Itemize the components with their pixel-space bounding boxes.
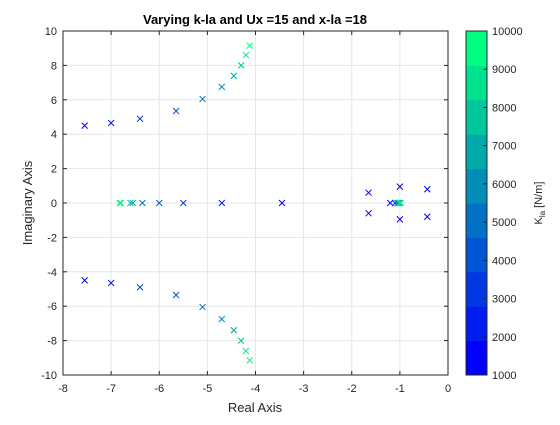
pole-marker: [395, 199, 403, 207]
colorbar-tick-label: 5000: [492, 217, 516, 229]
pole-marker: [136, 283, 144, 291]
y-tick-label: 10: [45, 26, 57, 38]
y-tick-label: -8: [47, 336, 57, 348]
pole-marker: [237, 62, 245, 69]
pole-marker: [396, 215, 404, 223]
pole-marker: [218, 199, 226, 207]
x-tick-label: -2: [347, 383, 357, 395]
y-tick-label: 0: [51, 198, 57, 210]
colorbar-segment: [466, 306, 487, 342]
pole-marker: [365, 189, 372, 197]
colorbar-segment: [466, 271, 487, 307]
y-tick-label: 6: [51, 95, 57, 107]
colorbar-segment: [466, 340, 487, 376]
pole-marker: [237, 337, 245, 344]
colorbar-segment: [466, 237, 487, 273]
pole-marker: [386, 199, 394, 207]
x-tick-label: -4: [251, 383, 261, 395]
y-tick-label: -10: [41, 370, 57, 382]
colorbar-tick-label: 10000: [492, 26, 523, 38]
pole-marker: [107, 279, 115, 287]
pole-marker: [136, 115, 144, 123]
pole-marker: [396, 199, 404, 207]
pole-marker: [117, 199, 125, 207]
data-points: [81, 42, 431, 364]
pole-marker: [155, 199, 163, 207]
x-tick-label: 0: [445, 383, 451, 395]
pole-marker: [230, 326, 238, 334]
pole-marker: [139, 199, 146, 207]
pole-marker: [397, 199, 405, 207]
y-tick-label: 8: [51, 60, 57, 72]
x-tick-label: -8: [58, 383, 68, 395]
colorbar-label-sub: la: [538, 210, 547, 217]
pole-marker: [278, 199, 286, 207]
pole-marker: [218, 315, 226, 323]
x-tick-label: -6: [154, 383, 164, 395]
colorbar-segment: [466, 99, 487, 135]
pole-marker: [365, 209, 372, 217]
pole-marker: [230, 72, 238, 80]
y-tick-label: -6: [47, 301, 57, 313]
colorbar-tick-label: 8000: [492, 102, 516, 114]
pole-marker: [218, 83, 226, 91]
pole-marker: [107, 119, 115, 127]
colorbar: [466, 31, 487, 376]
colorbar-ticks: 1000 2000 3000 4000 5000 6000 7000 8000 9000 1000…: [483, 26, 523, 382]
colorbar-tick-label: 6000: [492, 179, 516, 191]
colorbar-border: [465, 30, 488, 376]
pole-marker: [81, 277, 89, 284]
colorbar-tick-label: 2000: [492, 332, 516, 344]
y-tick-label: 4: [51, 129, 57, 141]
pole-marker: [129, 199, 137, 207]
colorbar-segment: [466, 31, 487, 66]
x-tick-label: -1: [395, 383, 405, 395]
chart-title: Varying k-la and Ux =15 and x-la =18: [143, 12, 367, 27]
pole-marker: [246, 42, 254, 49]
x-tick-label: -5: [202, 383, 212, 395]
pole-marker: [423, 213, 431, 221]
y-tick-label: 2: [51, 164, 57, 176]
pole-marker: [199, 95, 206, 103]
pole-marker: [172, 107, 180, 115]
pole-marker: [81, 122, 89, 129]
colorbar-tick-label: 4000: [492, 255, 516, 267]
colorbar-segment: [466, 203, 487, 238]
pole-marker: [242, 347, 250, 355]
pole-marker: [127, 199, 134, 207]
colorbar-label-main: K: [533, 216, 545, 224]
x-tick-label: -3: [299, 383, 309, 395]
pole-marker: [396, 183, 404, 191]
pole-marker: [179, 199, 187, 207]
y-axis-label: Imaginary Axis: [20, 160, 35, 245]
colorbar-tick-label: 3000: [492, 294, 516, 306]
colorbar-tick-label: 1000: [492, 370, 516, 382]
y-tick-label: -2: [47, 232, 57, 244]
y-tick-label: -4: [47, 267, 57, 279]
pole-marker: [172, 291, 180, 299]
pole-marker: [116, 199, 124, 207]
pole-marker: [199, 303, 206, 311]
pole-marker: [242, 51, 250, 59]
x-axis-label: Real Axis: [228, 400, 283, 415]
colorbar-segment: [466, 65, 487, 101]
pole-marker: [246, 357, 254, 364]
colorbar-segment: [466, 134, 487, 170]
pole-marker: [423, 185, 431, 193]
colorbar-tick-label: 7000: [492, 141, 516, 153]
colorbar-label-unit: [N/m]: [533, 182, 545, 211]
x-tick-label: -7: [106, 383, 116, 395]
colorbar-label: Kla [N/m]: [533, 182, 547, 225]
colorbar-tick-label: 9000: [492, 64, 516, 76]
colorbar-segment: [466, 168, 487, 204]
